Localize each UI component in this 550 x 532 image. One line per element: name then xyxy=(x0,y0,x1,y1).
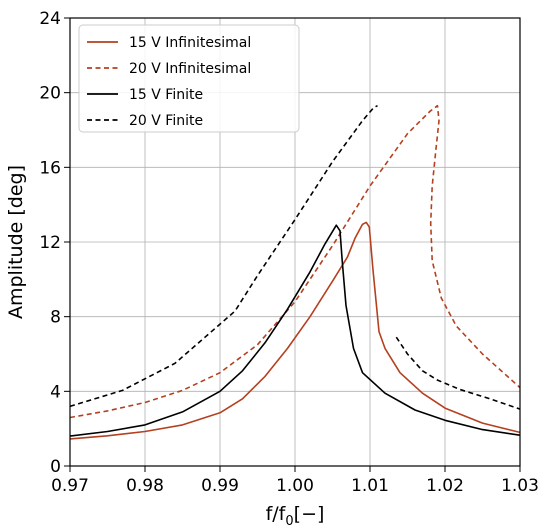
x-tick-label: 1.00 xyxy=(276,476,314,496)
series-layer xyxy=(70,104,520,440)
legend-label: 15 V Infinitesimal xyxy=(129,35,251,51)
x-tick-label: 0.99 xyxy=(201,476,239,496)
legend-label: 20 V Infinitesimal xyxy=(129,61,251,77)
legend-label: 20 V Finite xyxy=(129,113,203,129)
legend-box xyxy=(78,24,300,133)
y-tick-label: 8 xyxy=(50,308,61,328)
x-tick-label: 0.98 xyxy=(126,476,164,496)
y-axis-ticks: 0 4 8 12 16 20 24 xyxy=(39,9,70,477)
y-tick-label: 4 xyxy=(50,382,61,402)
series-line xyxy=(70,104,378,408)
series-line xyxy=(70,221,520,440)
y-axis-title: Amplitude [deg] xyxy=(5,165,27,319)
legend-label: 15 V Finite xyxy=(129,87,203,103)
x-tick-label: 1.03 xyxy=(501,476,539,496)
legend: 15 V Infinitesimal 20 V Infinitesimal 15 V… xyxy=(78,24,300,133)
series-1 xyxy=(70,104,520,419)
y-tick-label: 16 xyxy=(39,158,61,178)
y-tick-label: 12 xyxy=(39,233,61,253)
x-axis-title: f/f0[−] xyxy=(266,503,325,529)
series-line xyxy=(70,104,520,419)
series-line xyxy=(70,224,520,437)
series-0 xyxy=(70,221,520,440)
series-3 xyxy=(70,104,520,410)
y-tick-label: 24 xyxy=(39,9,61,29)
x-tick-label: 0.97 xyxy=(51,476,89,496)
series-2 xyxy=(70,224,520,437)
y-tick-label: 20 xyxy=(39,84,61,104)
y-tick-label: 0 xyxy=(50,457,61,477)
x-tick-label: 1.01 xyxy=(351,476,389,496)
x-axis-ticks: 0.97 0.98 0.99 1.00 1.01 1.02 1.03 xyxy=(51,466,539,496)
series-line xyxy=(395,336,520,410)
x-tick-label: 1.02 xyxy=(426,476,464,496)
